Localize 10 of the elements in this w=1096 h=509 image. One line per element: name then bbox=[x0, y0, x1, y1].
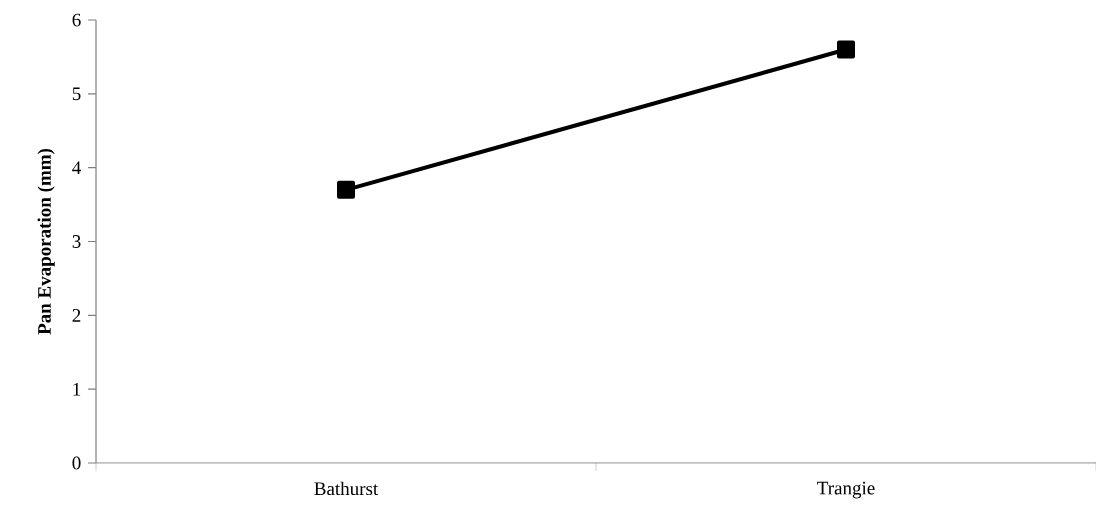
y-tick-label: 0 bbox=[72, 456, 81, 470]
y-tick-label: 5 bbox=[72, 87, 81, 101]
y-axis-title: Pan Evaporation (mm) bbox=[37, 148, 55, 335]
x-tick-label: Bathurst bbox=[314, 481, 379, 496]
y-tick-label: 6 bbox=[72, 13, 81, 27]
y-tick-label: 4 bbox=[72, 161, 81, 174]
y-tick-label: 1 bbox=[73, 382, 81, 396]
x-tick-label: Trangie bbox=[817, 481, 875, 499]
y-tick-label: 3 bbox=[72, 235, 81, 248]
y-tick-label: 2 bbox=[72, 309, 81, 322]
